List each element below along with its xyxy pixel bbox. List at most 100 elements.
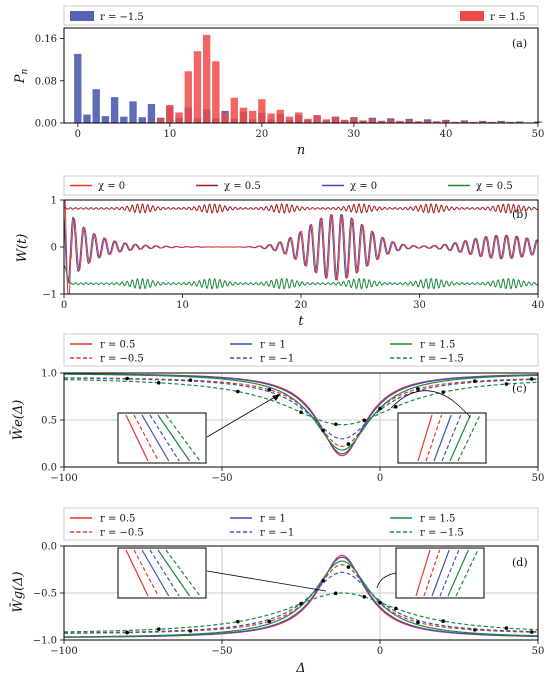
bar-2-11 (258, 99, 266, 123)
xtick-label-d-3: 50 (532, 646, 545, 657)
marker-c-8 (346, 442, 351, 446)
panel-d-tag: (d) (512, 556, 528, 569)
legend-c-label-2: r = 1 (260, 340, 286, 351)
marker-d-16 (529, 630, 534, 634)
legend-c-label-0: r = 0.5 (100, 340, 135, 351)
xtick-label-a-0: 0 (75, 129, 81, 140)
bar-2-8 (230, 97, 238, 123)
xtick-label-a-3: 30 (348, 129, 361, 140)
bar-2-14 (285, 116, 294, 123)
inset-d-left-lines-seg-0 (125, 549, 149, 597)
inset-c-right-pointer (390, 390, 471, 419)
xtick-label-d-1: −50 (211, 646, 232, 657)
bar-2-18 (322, 119, 330, 123)
inset-c-right-lines-seg-1 (425, 414, 443, 462)
ytick-label-b-0: −1 (42, 290, 57, 301)
legend-d-label-0: r = 0.5 (100, 514, 135, 525)
bar-2-28 (414, 121, 423, 123)
xtick-label-a-5: 50 (532, 129, 545, 140)
legend-a-swatch-red (460, 11, 484, 21)
inset-c-left-lines-seg-4 (157, 414, 191, 462)
bar-0-1 (92, 89, 100, 123)
marker-c-9 (362, 418, 367, 423)
legend-a-swatch-blue (70, 11, 94, 21)
xlabel-a: n (297, 143, 305, 158)
bar-1-0 (83, 114, 91, 123)
xtick-label-c-2: 0 (377, 473, 383, 484)
ticks-a: 0 10 20 30 40 50 0.00 0.08 0.16 (35, 34, 545, 140)
legend-a (63, 5, 539, 26)
bar-2-26 (396, 120, 404, 123)
series-c-4 (63, 373, 539, 451)
inset-d-left-lines-seg-1 (133, 549, 159, 597)
bar-2-23 (368, 119, 377, 123)
inset-d-left-lines-seg-5 (165, 549, 201, 597)
legend-b (63, 175, 539, 196)
inset-d-left-lines-seg-4 (157, 549, 191, 597)
inset-d-right-lines-seg-0 (415, 549, 431, 597)
ytick-label-c-2: 1.0 (41, 369, 57, 380)
panel-a: r = −1.5 r = 1.5 0 10 20 30 40 50 0.00 0.08 0.16… (13, 5, 545, 158)
marker-d-15 (504, 626, 509, 630)
bar-2-16 (304, 118, 312, 123)
xtick-label-a-4: 40 (440, 129, 453, 140)
panel-d: r = 0.5 r = −0.5 r = 1 r = −1 r = 1.5 r = −1.… (10, 507, 545, 676)
bar-2-4 (193, 51, 202, 123)
bar-2-24 (377, 120, 386, 123)
xtick-label-b-4: 40 (532, 300, 545, 311)
legend-c-label-5: r = −1.5 (420, 354, 464, 365)
bar-2-6 (212, 61, 220, 123)
bar-2-36 (488, 121, 496, 123)
inset-c-right-lines-seg-5 (457, 414, 481, 462)
series-b-red (64, 199, 539, 295)
series-b-green (63, 264, 539, 290)
marker-c-14 (473, 379, 477, 384)
legend-d-label-4: r = 1.5 (420, 514, 455, 525)
marker-d-11 (394, 606, 398, 611)
inset-d-right-lines-seg-4 (447, 549, 469, 597)
series-d-4 (63, 560, 539, 638)
inset-c-left-lines-seg-1 (133, 414, 159, 462)
bar-2-22 (359, 120, 367, 123)
bar-2-12 (267, 113, 275, 123)
marker-d-6 (321, 578, 325, 583)
bar-0-2 (110, 97, 119, 123)
marker-c-10 (378, 406, 382, 411)
bar-2-33 (460, 121, 469, 123)
ytick-label-a-1: 0.08 (35, 76, 57, 87)
marker-d-12 (416, 620, 420, 625)
series-d-5 (63, 592, 539, 633)
marker-d-0 (125, 630, 129, 635)
legend-b-label-0: χ = 0 (98, 181, 125, 192)
xtick-label-a-1: 10 (163, 129, 176, 140)
bar-2-3 (184, 71, 192, 123)
bar-2-37 (497, 121, 505, 123)
panel-c-tag: (c) (512, 382, 527, 395)
ylabel-a: Pn (13, 69, 30, 85)
bar-2-27 (405, 120, 413, 123)
marker-c-6 (321, 428, 325, 433)
ticks-c: −100 −50 0 50 0.0 0.5 1.0 (41, 369, 544, 485)
bar-2-10 (248, 110, 257, 123)
marker-c-4 (267, 387, 272, 392)
ylabel-d: W̄g(Δ) (10, 571, 26, 612)
marker-c-5 (299, 410, 303, 415)
legend-d (63, 507, 539, 541)
inset-d-left-lines (125, 549, 201, 597)
marker-d-1 (157, 627, 161, 631)
legend-c (63, 333, 539, 367)
inset-d-right-lines-seg-1 (423, 549, 441, 597)
bar-2-19 (331, 116, 340, 123)
legend-d-label-1: r = −0.5 (100, 528, 144, 539)
inset-c-right-lines-seg-4 (449, 414, 471, 462)
ytick-label-b-2: 1 (51, 196, 57, 207)
bar-2-34 (469, 121, 478, 123)
panel-c: r = 0.5 r = −0.5 r = 1 r = −1 r = 1.5 r = −1.… (10, 333, 544, 485)
legend-d-label-2: r = 1 (260, 514, 286, 525)
bar-2-17 (313, 115, 321, 123)
marker-c-11 (394, 404, 398, 409)
inset-c-left-lines-seg-3 (149, 414, 180, 462)
legend-b-label-1: χ = 0.5 (224, 181, 261, 192)
marker-c-12 (416, 387, 420, 391)
xtick-label-b-1: 10 (176, 300, 189, 311)
